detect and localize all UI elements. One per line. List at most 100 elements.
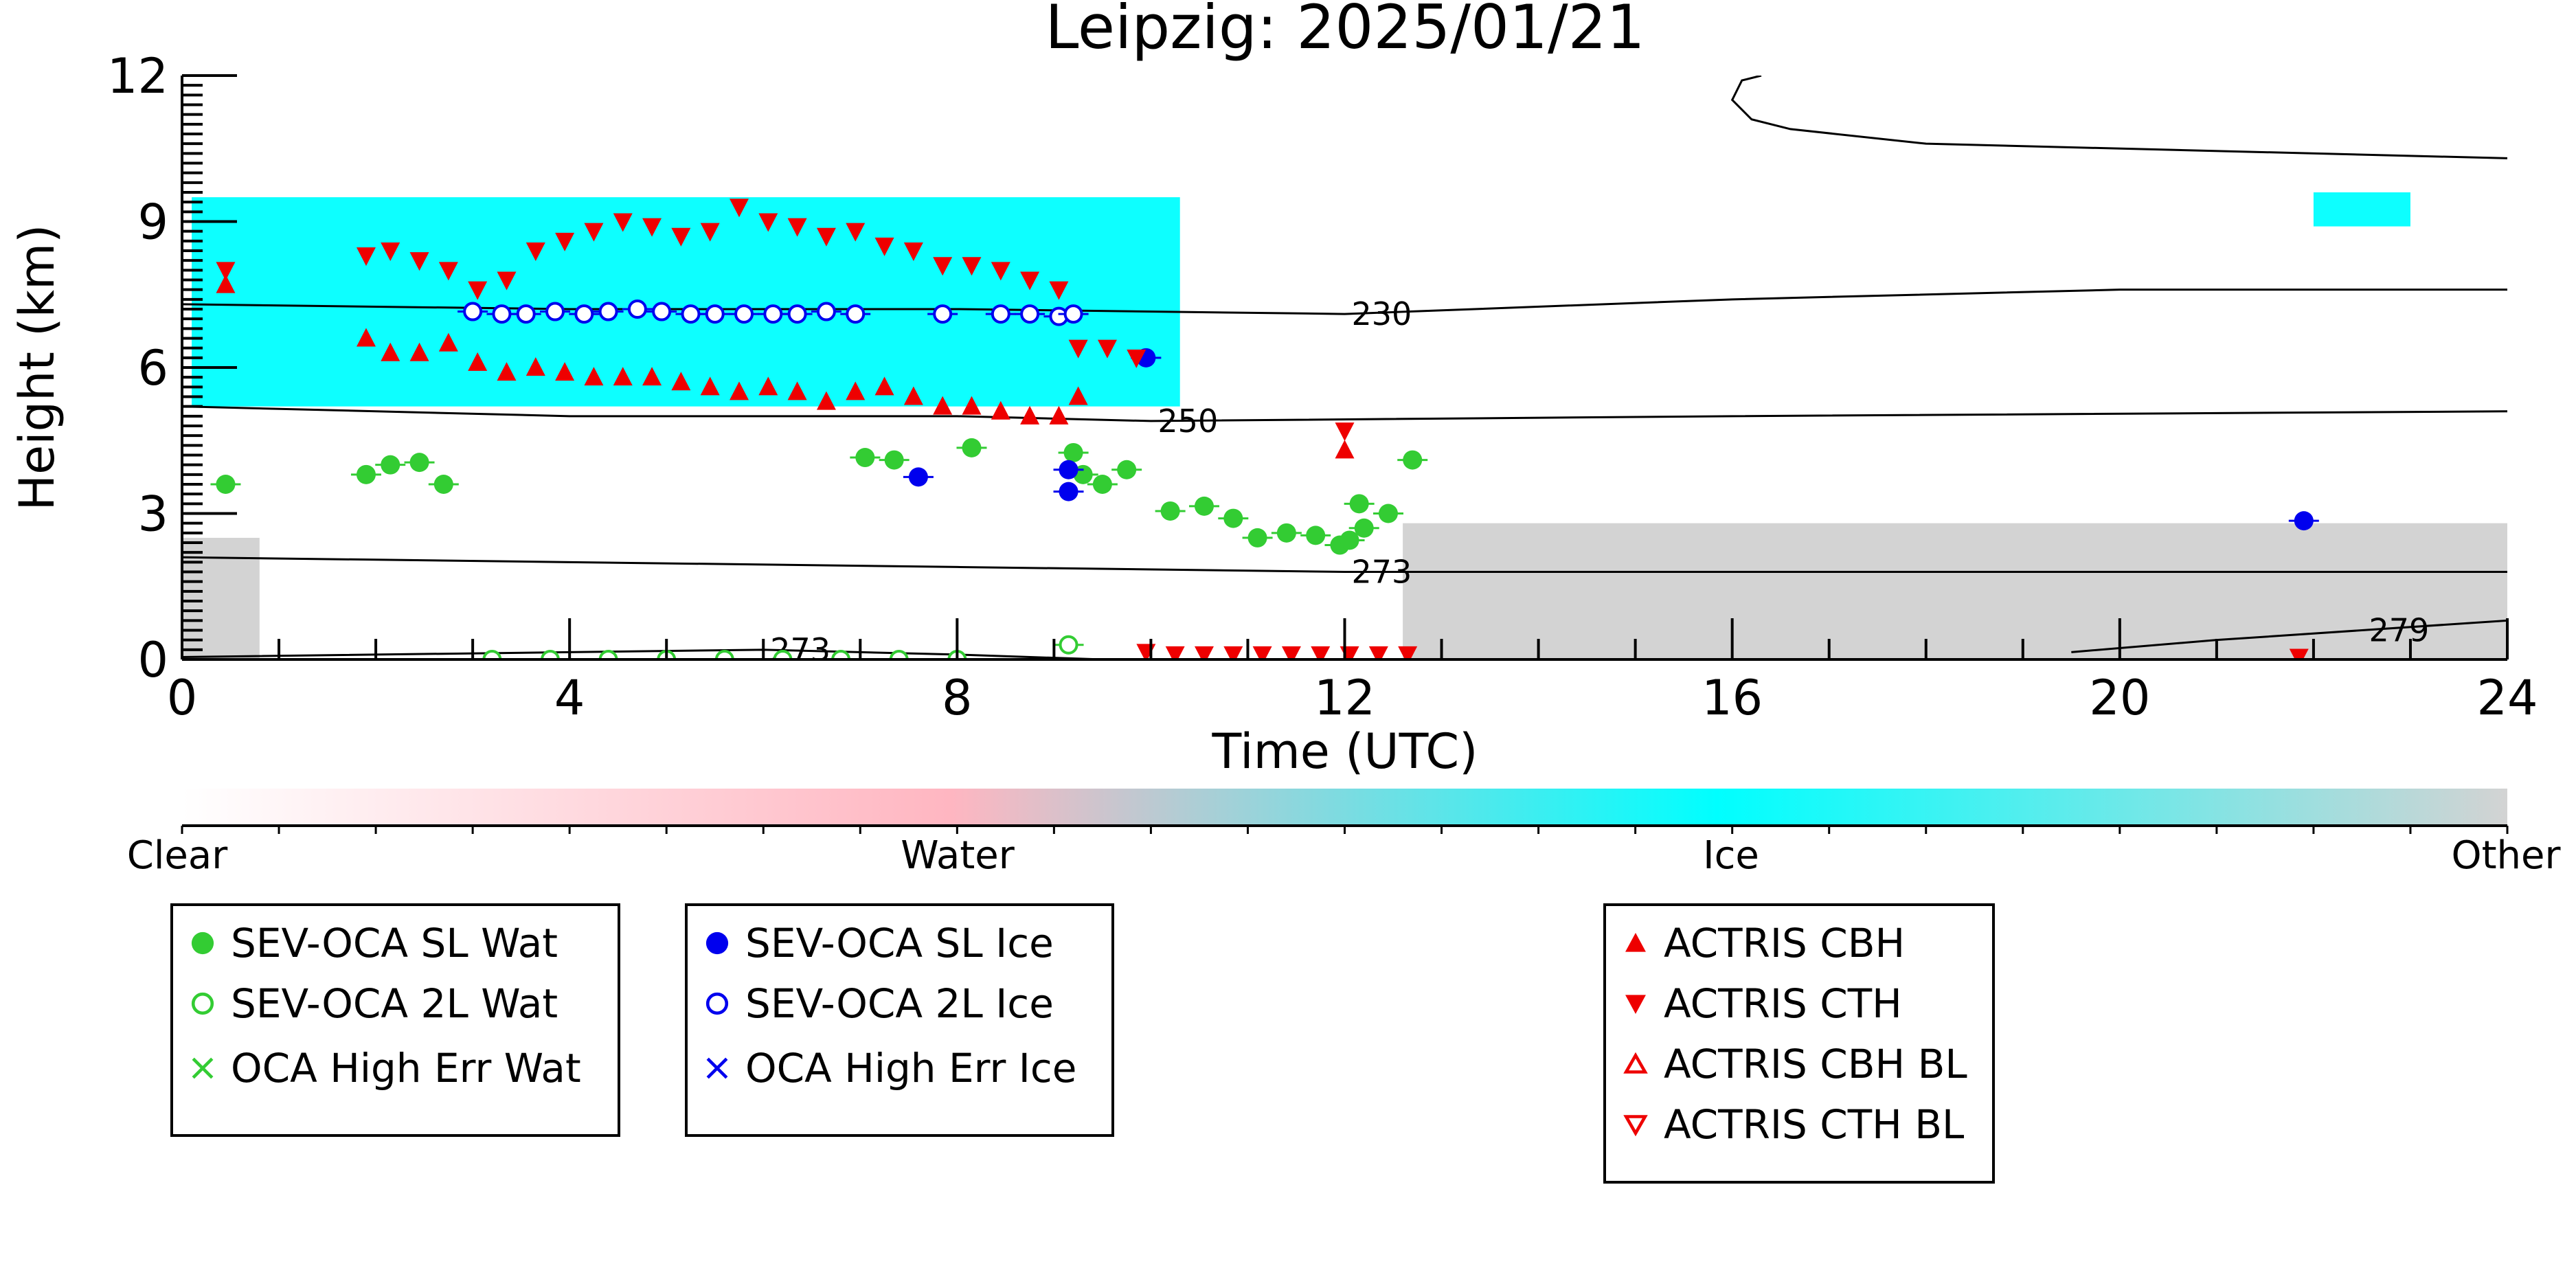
data-point [962,396,982,415]
x-tick-label: 8 [942,670,973,726]
data-point [729,381,749,400]
data-point [438,262,458,281]
filled-circle-blue-icon [705,931,729,955]
colorbar: Clear Water Ice Other [127,789,2561,878]
x-blue-icon [706,1057,728,1079]
data-point [545,302,565,321]
legend-label: SEV-OCA SL Ice [745,920,1054,967]
y-tick-label: 9 [137,194,168,251]
temperature-contour-line [2071,619,2507,653]
data-point [2289,648,2309,659]
data-point [846,304,866,324]
legend-item: ACTRIS CTH BL [1620,1097,1964,1152]
data-point [1340,530,1359,550]
data-point [962,438,982,457]
contour-label: 273 [1352,554,1412,591]
data-point [1340,646,1359,659]
legend-label: ACTRIS CBH [1664,920,1906,967]
temperature-contour-line [1730,76,2507,159]
data-point [671,372,691,391]
data-point [497,271,517,291]
data-point [497,362,517,381]
data-point [734,304,754,324]
data-point [846,223,866,242]
data-point [584,223,604,242]
data-point [2294,511,2314,531]
data-point [991,262,1010,281]
legend-item: OCA High Err Ice [701,1041,1076,1096]
y-tick-label: 0 [137,632,168,688]
data-point [933,257,953,276]
legend-actris: ACTRIS CBH ACTRIS CTH ACTRIS CBH BL ACTR… [1603,903,1995,1184]
data-point [555,362,575,381]
data-point [700,376,720,396]
legend-label: SEV-OCA 2L Wat [231,980,558,1027]
data-point [463,302,483,321]
data-point [714,650,734,659]
data-point [1020,271,1040,291]
data-point [787,304,807,324]
data-point [1398,646,1418,659]
data-point [216,274,236,293]
data-point [1117,460,1137,479]
data-point [1049,405,1069,425]
data-point [468,281,488,300]
y-tick-label: 3 [137,486,168,543]
data-point [908,467,928,487]
data-point [540,650,560,659]
data-point [526,357,545,376]
legend-ice: SEV-OCA SL Ice SEV-OCA 2L Ice OCA High E… [685,903,1114,1137]
data-point [884,450,904,470]
data-point [1403,450,1423,470]
temperature-contour-line [182,556,2507,573]
data-point [700,223,720,242]
x-tick-label: 4 [554,670,585,726]
data-point [409,342,429,361]
classification-region-other [1403,523,2507,659]
data-point [1306,526,1326,545]
data-point [763,304,783,324]
data-point [705,304,725,324]
data-point [381,242,400,261]
data-point [613,213,633,232]
data-point [787,218,807,237]
data-point [409,252,429,271]
filled-triangle-up-red-icon [1625,933,1646,952]
legend-item: SEV-OCA 2L Wat [187,976,558,1031]
data-point [381,342,400,361]
data-point [1063,442,1083,462]
data-point [1020,304,1040,324]
data-point [381,455,400,475]
temperature-contour-line [182,405,2507,422]
data-point [758,213,778,232]
data-point [681,304,701,324]
legend-water: SEV-OCA SL Wat SEV-OCA 2L Wat OCA High E… [170,903,620,1137]
data-point [555,232,575,251]
legend-label: OCA High Err Ice [745,1045,1077,1092]
data-point [356,247,376,267]
y-tick-label: 12 [107,48,168,104]
data-point [1335,440,1355,459]
data-point [584,367,604,386]
data-point [216,475,236,494]
data-point [816,391,836,410]
colorbar-label-other: Other [2451,833,2561,878]
plot-area: 230 250 273 273 279 [182,76,2507,659]
data-point [1194,496,1214,516]
data-point [1311,646,1331,659]
data-point [1368,646,1388,659]
data-point [1092,475,1112,494]
colorbar-gradient [182,789,2507,826]
legend-label: ACTRIS CTH BL [1664,1101,1965,1148]
data-point [1247,528,1267,547]
x-tick-label: 0 [167,670,198,726]
data-point [855,448,875,468]
x-tick-label: 16 [1702,670,1763,726]
data-point [758,376,778,396]
legend-item: SEV-OCA SL Wat [187,916,558,971]
open-circle-green-icon [191,992,214,1015]
data-point [1063,304,1083,324]
data-point [1378,504,1398,523]
data-point [642,367,662,386]
data-point [598,302,618,321]
